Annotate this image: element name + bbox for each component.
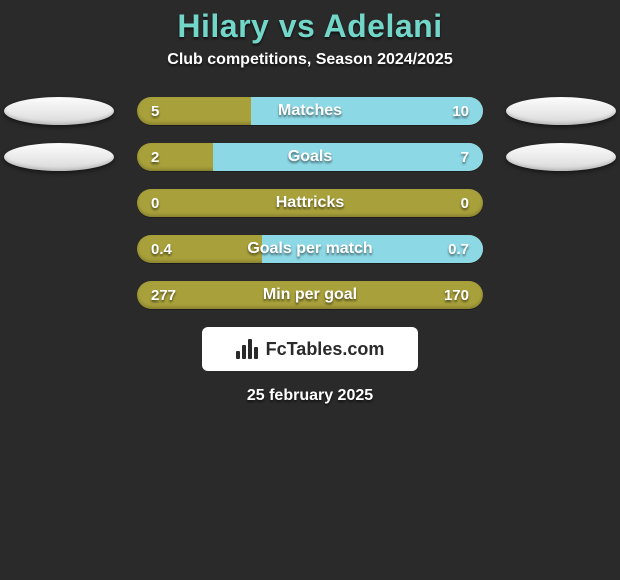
stat-value-left: 5 [151, 97, 159, 125]
stat-value-left: 277 [151, 281, 176, 309]
stat-bar: 0.40.7Goals per match [137, 235, 483, 263]
stat-label: Hattricks [137, 189, 483, 217]
stat-row: 27Goals [0, 143, 620, 171]
player-right-badge [506, 143, 616, 171]
stat-label: Min per goal [137, 281, 483, 309]
bars-icon [236, 339, 258, 359]
stat-bar: 277 170Min per goal [137, 281, 483, 309]
stat-bar: 0 0Hattricks [137, 189, 483, 217]
stat-value-left: 0.4 [151, 235, 172, 263]
branding-box: FcTables.com [202, 327, 418, 371]
page-title: Hilary vs Adelani [0, 8, 620, 45]
stat-bar-right-fill [251, 97, 483, 125]
branding-text: FcTables.com [266, 339, 385, 360]
player-right-badge [506, 97, 616, 125]
stat-row: 0.40.7Goals per match [0, 235, 620, 263]
stat-row: 510Matches [0, 97, 620, 125]
subtitle: Club competitions, Season 2024/2025 [0, 51, 620, 69]
stat-bar-right-fill [213, 143, 483, 171]
player-left-badge [4, 97, 114, 125]
stat-rows: 510Matches 27Goals 0 0Hattricks 0.40.7Goals … [0, 97, 620, 309]
stat-value-left: 2 [151, 143, 159, 171]
stat-bar: 510Matches [137, 97, 483, 125]
player-left-badge [4, 143, 114, 171]
stat-row: 277 170Min per goal [0, 281, 620, 309]
comparison-infographic: Hilary vs Adelani Club competitions, Sea… [0, 0, 620, 405]
stat-value-left: 0 [151, 189, 159, 217]
stat-bar: 27Goals [137, 143, 483, 171]
stat-value-right: 0 [461, 189, 469, 217]
stat-bar-right-fill [262, 235, 483, 263]
date: 25 february 2025 [0, 387, 620, 405]
stat-value-right: 170 [444, 281, 469, 309]
stat-row: 0 0Hattricks [0, 189, 620, 217]
